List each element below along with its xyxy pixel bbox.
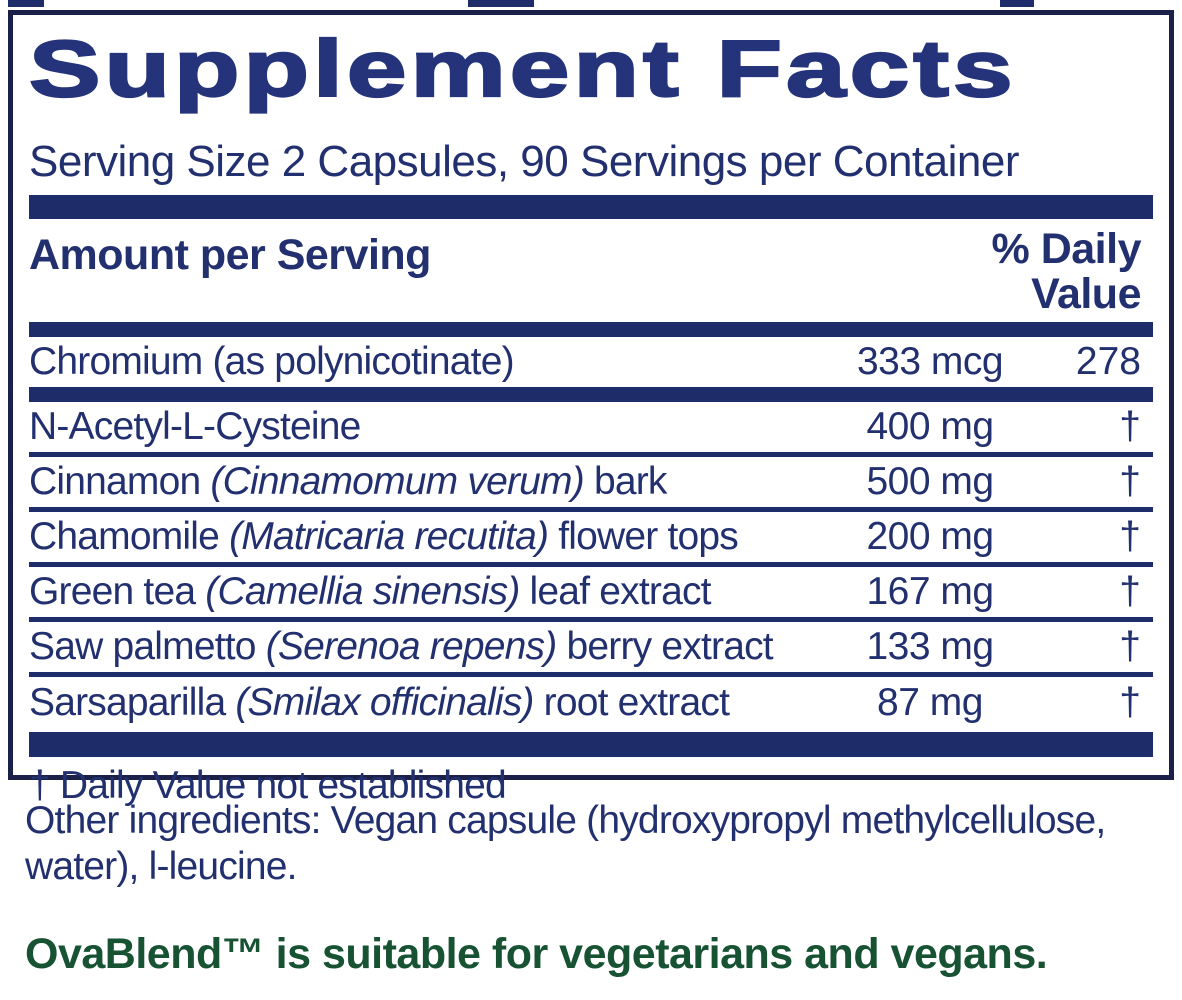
ingredient-daily-value: 278	[1075, 340, 1141, 384]
ingredient-daily-value: †	[1119, 460, 1141, 504]
header-amount-per-serving: Amount per Serving	[29, 231, 431, 280]
ingredient-amount: 333 mcg	[856, 340, 1004, 384]
ingredient-name: Sarsaparilla (Smilax officinalis) root e…	[29, 681, 730, 725]
ingredient-name: Chamomile (Matricaria recutita) flower t…	[29, 515, 739, 559]
ingredient-daily-value: †	[1119, 681, 1141, 725]
divider-bar-medium	[29, 387, 1153, 403]
header-percent-daily-line2: Value	[1031, 270, 1141, 319]
divider-bar-thick	[29, 732, 1153, 758]
ingredient-amount: 200 mg	[866, 515, 994, 559]
ingredient-daily-value: †	[1119, 405, 1141, 449]
table-row: Sarsaparilla (Smilax officinalis) root e…	[29, 677, 1153, 729]
ingredient-daily-value: †	[1119, 515, 1141, 559]
row-separator	[29, 617, 1153, 623]
ingredient-amount: 500 mg	[866, 460, 994, 504]
row-separator	[29, 507, 1153, 513]
table-row: Cinnamon (Cinnamomum verum) bark 500 mg …	[29, 457, 1153, 507]
table-row: Chamomile (Matricaria recutita) flower t…	[29, 512, 1153, 562]
ingredient-name: Cinnamon (Cinnamomum verum) bark	[29, 460, 667, 504]
ingredient-daily-value: †	[1119, 625, 1141, 669]
ingredient-name: Green tea (Camellia sinensis) leaf extra…	[29, 570, 712, 614]
serving-info: Serving Size 2 Capsules, 90 Servings per…	[29, 137, 1020, 186]
scan-artifact	[468, 0, 534, 7]
table-row: Green tea (Camellia sinensis) leaf extra…	[29, 567, 1153, 617]
supplement-facts-panel: Supplement Facts Serving Size 2 Capsules…	[8, 10, 1174, 807]
other-ingredients-line1: Other ingredients: Vegan capsule (hydrox…	[25, 799, 1106, 842]
scan-artifact	[8, 0, 44, 7]
ingredient-name: N-Acetyl-L-Cysteine	[29, 405, 361, 449]
vegan-suitability-note: OvaBlend™ is suitable for vegetarians an…	[25, 930, 1048, 978]
table-header: Amount per Serving % Daily Value	[29, 227, 1153, 317]
panel-title: Supplement Facts	[28, 24, 1017, 113]
table-row: N-Acetyl-L-Cysteine 400 mg †	[29, 402, 1153, 452]
header-percent-daily-value: % Daily Value	[853, 227, 1153, 317]
scan-artifact	[1000, 0, 1034, 7]
ingredient-name: Saw palmetto (Serenoa repens) berry extr…	[29, 625, 774, 669]
ingredient-amount: 167 mg	[866, 570, 994, 614]
header-percent-daily-line1: % Daily	[991, 225, 1142, 274]
other-ingredients: Other ingredients: Vegan capsule (hydrox…	[25, 798, 1165, 890]
other-ingredients-line2: water), l-leucine.	[25, 845, 298, 889]
panel-title-wrap: Supplement Facts	[28, 24, 1153, 135]
table-row: Saw palmetto (Serenoa repens) berry extr…	[29, 622, 1153, 672]
ingredient-amount: 87 mg	[877, 681, 983, 725]
row-separator	[29, 672, 1153, 678]
ingredient-amount: 133 mg	[866, 625, 994, 669]
ingredient-daily-value: †	[1119, 570, 1141, 614]
ingredient-name: Chromium (as polynicotinate)	[29, 340, 515, 384]
divider-bar-medium	[29, 322, 1153, 338]
ingredient-amount: 400 mg	[866, 405, 994, 449]
row-separator	[29, 452, 1153, 458]
divider-bar-thick	[29, 195, 1153, 220]
daily-value-footnote: † Daily Value not established	[29, 764, 507, 808]
row-separator	[29, 562, 1153, 568]
table-row: Chromium (as polynicotinate) 333 mcg 278	[29, 337, 1153, 387]
